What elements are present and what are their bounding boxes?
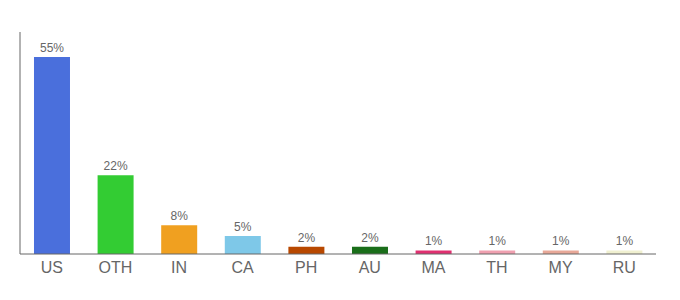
- svg-text:IN: IN: [171, 259, 187, 276]
- svg-text:RU: RU: [613, 259, 636, 276]
- svg-text:MY: MY: [549, 259, 573, 276]
- svg-text:US: US: [41, 259, 63, 276]
- svg-text:5%: 5%: [234, 220, 252, 234]
- svg-text:1%: 1%: [425, 234, 443, 248]
- svg-text:1%: 1%: [552, 234, 570, 248]
- svg-text:TH: TH: [486, 259, 507, 276]
- svg-text:AU: AU: [359, 259, 381, 276]
- svg-text:22%: 22%: [104, 159, 128, 173]
- svg-text:CA: CA: [231, 259, 254, 276]
- svg-text:8%: 8%: [171, 209, 189, 223]
- svg-text:PH: PH: [295, 259, 317, 276]
- svg-text:MA: MA: [421, 259, 445, 276]
- svg-text:1%: 1%: [616, 234, 634, 248]
- svg-text:2%: 2%: [298, 231, 316, 245]
- svg-text:OTH: OTH: [99, 259, 133, 276]
- svg-text:1%: 1%: [489, 234, 507, 248]
- svg-text:55%: 55%: [40, 41, 64, 55]
- svg-text:2%: 2%: [361, 231, 379, 245]
